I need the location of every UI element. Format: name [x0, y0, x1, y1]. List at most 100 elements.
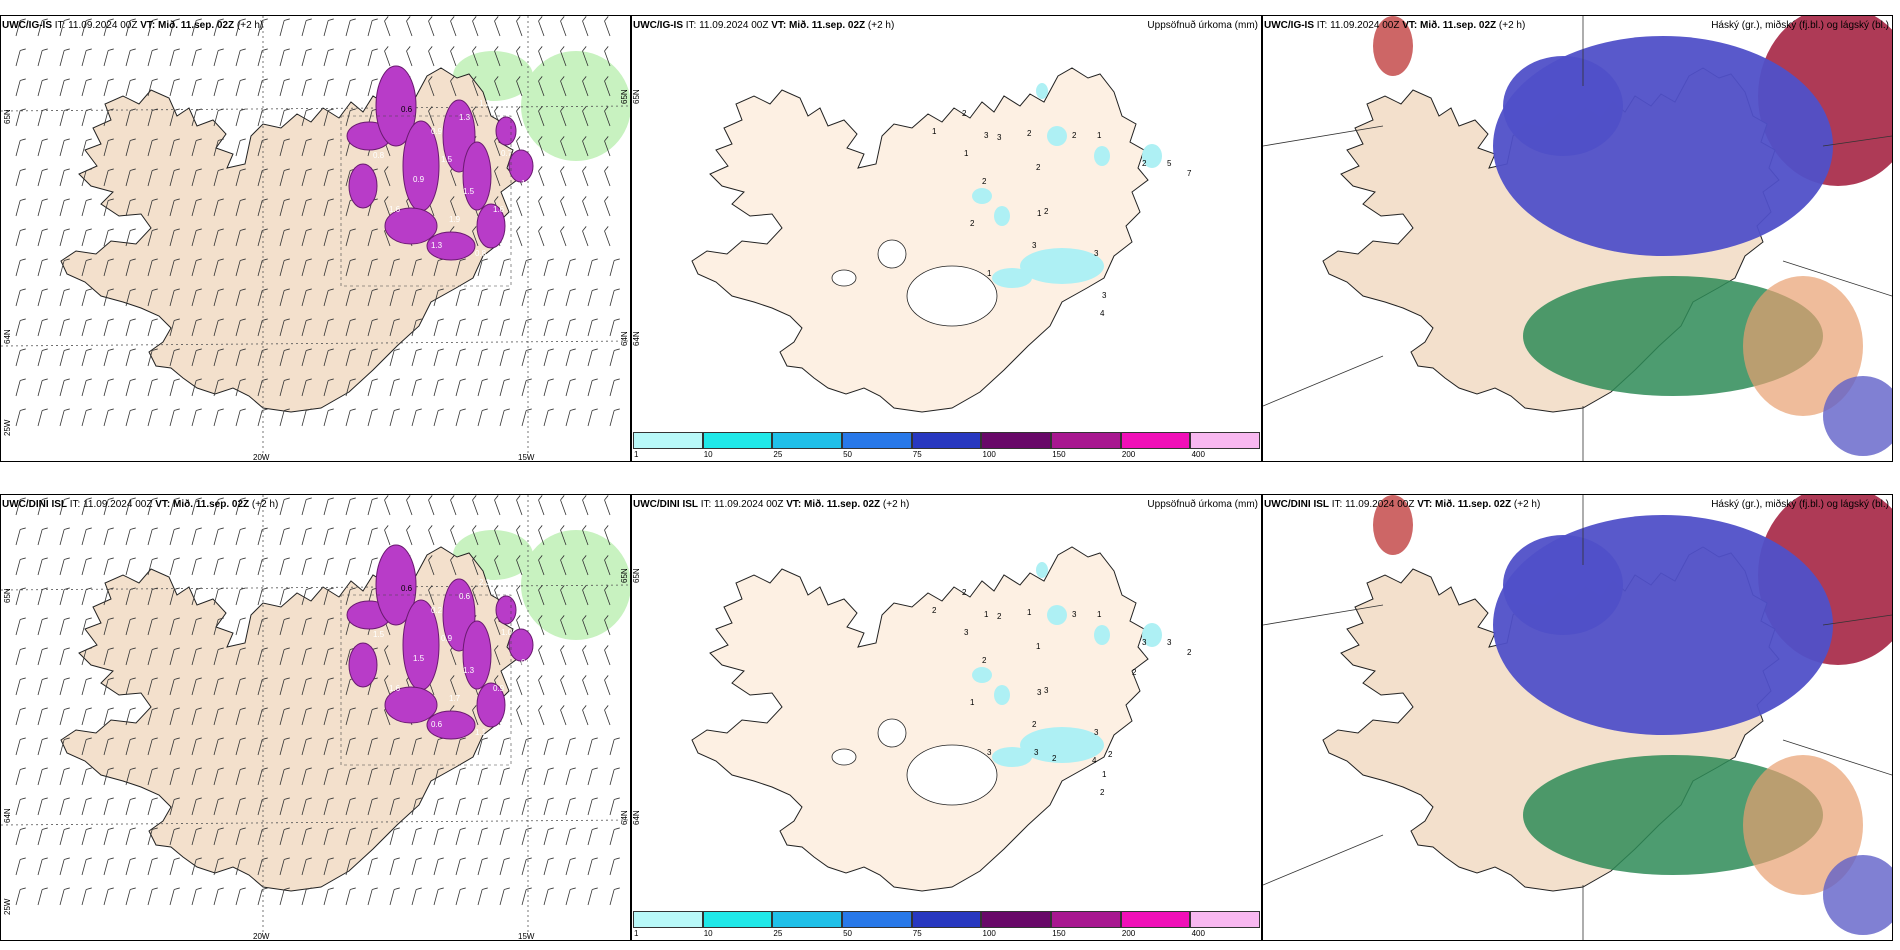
wind-barb — [15, 857, 26, 876]
wind-barb — [147, 557, 158, 576]
wind-barb — [125, 408, 136, 427]
wind-barb — [81, 228, 92, 247]
wind-value-label: 1.8 — [509, 734, 521, 743]
wind-barb — [587, 318, 598, 337]
wind-barb — [103, 887, 114, 906]
wind-barb — [279, 408, 290, 427]
wind-barb — [323, 18, 334, 37]
legend-swatch — [911, 911, 982, 928]
precip-shade — [521, 530, 630, 640]
wind-barb — [257, 288, 268, 307]
wind-barb — [191, 228, 202, 247]
wind-barb — [609, 378, 620, 397]
wind-barb — [428, 106, 435, 127]
wind-barb — [81, 587, 92, 606]
wind-barb — [125, 827, 136, 846]
wind-barb — [81, 677, 92, 696]
wind-value-label: 1.3 — [509, 255, 521, 264]
wind-barb — [81, 348, 92, 367]
wind-barb — [147, 78, 158, 97]
wind-barb — [389, 827, 400, 846]
lat-tick-65n-right: 65N — [620, 89, 629, 104]
legend-label: 200 — [1121, 929, 1136, 938]
wind-barb — [345, 797, 356, 816]
wind-barb — [191, 707, 202, 726]
wind-barb — [565, 318, 576, 337]
precip-patch — [1047, 605, 1067, 625]
wind-barb — [81, 647, 92, 666]
wind-barb — [103, 48, 114, 67]
convective-cell — [495, 116, 517, 146]
wind-barb — [15, 258, 26, 277]
wind-barb — [15, 378, 26, 397]
wind-barb — [279, 647, 290, 666]
precip-value-label: 4 — [1100, 309, 1105, 318]
precip-value-label: 3 — [964, 628, 969, 637]
glacier — [906, 744, 998, 806]
legend-label: 400 — [1191, 929, 1205, 938]
wind-barb — [521, 318, 532, 337]
wind-value-label: 0.8 — [475, 249, 487, 258]
wind-barb — [582, 16, 589, 37]
hatched-area — [340, 115, 512, 287]
wind-barb — [191, 647, 202, 666]
precip-patch — [1020, 727, 1104, 763]
wind-barb — [147, 378, 158, 397]
wind-barb — [279, 138, 290, 157]
wind-barb — [59, 48, 70, 67]
wind-barb — [604, 555, 611, 576]
wind-barb — [235, 78, 246, 97]
wind-barb — [384, 196, 391, 217]
precip-value-label: 1 — [932, 127, 937, 136]
wind-barb — [257, 78, 268, 97]
wind-barb — [384, 16, 391, 37]
wind-barb — [103, 228, 114, 247]
wind-barb — [384, 675, 391, 696]
wind-barb — [587, 348, 598, 367]
wind-barb — [367, 557, 378, 576]
panel-header: UWC/IG-IS IT: 11.09.2024 00Z VT: Mið. 11… — [633, 20, 895, 31]
wind-barb — [257, 767, 268, 786]
wind-barb — [406, 16, 413, 37]
wind-barb — [169, 707, 180, 726]
wind-barb — [213, 378, 224, 397]
wind-barb — [543, 887, 554, 906]
wind-barb — [543, 318, 554, 337]
wind-value-label: 0.6 — [401, 105, 413, 114]
wind-barb — [279, 78, 290, 97]
wind-barb — [516, 196, 523, 217]
wind-map: 0.6 0.9 1.3 1.5 0.9 1.5 1.9 1.3 0.8 1.6 0.7 1.4 0.8 1… — [1, 16, 630, 461]
wind-barb — [213, 198, 224, 217]
low-cloud — [1823, 376, 1892, 456]
wind-value-label: 1.3 — [459, 113, 471, 122]
precip-value-label: 3 — [1044, 686, 1049, 695]
wind-barb — [81, 138, 92, 157]
wind-barb — [169, 887, 180, 906]
wind-barb — [477, 378, 488, 397]
wind-barb — [560, 136, 567, 157]
wind-barb — [455, 318, 466, 337]
wind-barb — [455, 887, 466, 906]
wind-barb — [516, 705, 523, 726]
wind-barb — [125, 228, 136, 247]
precip-value-label: 2 — [1187, 648, 1192, 657]
wind-barb — [59, 168, 70, 187]
wind-barb — [81, 767, 92, 786]
wind-barb — [609, 348, 620, 367]
region-boundary — [1263, 355, 1384, 407]
precip-value-label: 1 — [970, 698, 975, 707]
wind-barb — [367, 797, 378, 816]
wind-barb — [301, 587, 312, 606]
wind-barb — [59, 707, 70, 726]
wind-barb — [301, 497, 312, 516]
lat-tick-25w: 25W — [3, 419, 12, 436]
wind-barb — [604, 615, 611, 636]
wind-barb — [125, 48, 136, 67]
wind-barb — [213, 318, 224, 337]
wind-barb — [499, 767, 510, 786]
lat-tick-64n-left: 64N — [632, 810, 641, 825]
wind-barb — [538, 196, 545, 217]
wind-value-label: 1.6 — [493, 205, 505, 214]
wind-value-label: 0.9 — [413, 175, 425, 184]
wind-barb — [103, 527, 114, 546]
